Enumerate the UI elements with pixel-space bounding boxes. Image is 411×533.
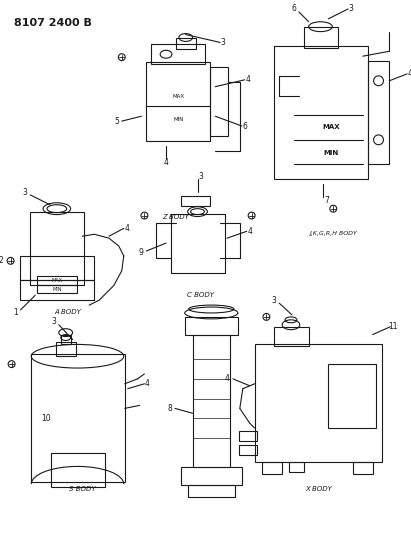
Text: 3: 3 <box>51 317 56 326</box>
Bar <box>328 364 376 428</box>
Text: 3: 3 <box>198 172 203 181</box>
Bar <box>21 280 94 300</box>
Text: 6: 6 <box>291 4 296 13</box>
Text: A BODY: A BODY <box>54 309 81 315</box>
Text: 4: 4 <box>145 379 150 388</box>
Text: 4: 4 <box>408 69 411 78</box>
Bar <box>304 27 338 49</box>
Text: Z BODY: Z BODY <box>162 214 189 220</box>
Bar <box>21 256 94 280</box>
Text: 9: 9 <box>139 248 143 257</box>
Bar <box>289 463 304 472</box>
Text: 6: 6 <box>242 122 247 131</box>
Bar <box>37 285 76 293</box>
Bar <box>181 467 242 485</box>
Text: 3: 3 <box>349 4 353 13</box>
Bar <box>181 196 210 206</box>
Bar <box>185 317 238 335</box>
Bar <box>188 485 235 497</box>
Text: 4: 4 <box>124 224 129 233</box>
Text: MAX: MAX <box>51 278 62 283</box>
Bar <box>274 46 368 179</box>
Bar <box>210 67 228 136</box>
Bar <box>239 431 256 441</box>
Bar <box>30 212 84 285</box>
Bar <box>263 463 282 474</box>
Bar <box>31 354 125 482</box>
Bar <box>56 343 76 356</box>
Bar <box>146 62 210 141</box>
Text: 4: 4 <box>247 227 252 236</box>
Text: 8: 8 <box>167 404 172 413</box>
Text: MIN: MIN <box>173 117 184 122</box>
Bar <box>37 276 76 285</box>
Text: 8107 2400 B: 8107 2400 B <box>14 18 91 28</box>
Text: 11: 11 <box>388 322 398 331</box>
Text: MAX: MAX <box>322 124 339 130</box>
Bar <box>151 44 206 64</box>
Text: MIN: MIN <box>323 150 338 156</box>
Text: 4: 4 <box>225 374 230 383</box>
Text: 5: 5 <box>114 117 119 126</box>
Bar <box>193 335 230 467</box>
Text: C BODY: C BODY <box>187 292 214 298</box>
Bar <box>176 37 196 50</box>
Bar <box>171 214 225 272</box>
Bar <box>274 327 309 346</box>
Bar <box>353 463 373 474</box>
Text: 7: 7 <box>324 196 329 205</box>
Bar <box>51 453 105 487</box>
Bar <box>239 445 256 455</box>
Text: 3: 3 <box>221 38 226 47</box>
Bar <box>254 344 383 463</box>
Text: 4: 4 <box>164 158 169 167</box>
Text: 3: 3 <box>271 296 276 305</box>
Text: X BODY: X BODY <box>305 486 332 492</box>
Text: J,K,G,R,H BODY: J,K,G,R,H BODY <box>309 231 357 236</box>
Text: 2: 2 <box>0 256 4 265</box>
Text: 3: 3 <box>23 189 28 197</box>
Text: 1: 1 <box>13 309 18 318</box>
Text: MIN: MIN <box>52 287 62 292</box>
Text: MAX: MAX <box>172 94 185 99</box>
Text: 4: 4 <box>245 75 250 84</box>
Bar <box>61 335 71 344</box>
Text: S BODY: S BODY <box>69 486 96 492</box>
Text: 10: 10 <box>41 414 51 423</box>
Bar <box>368 61 389 164</box>
